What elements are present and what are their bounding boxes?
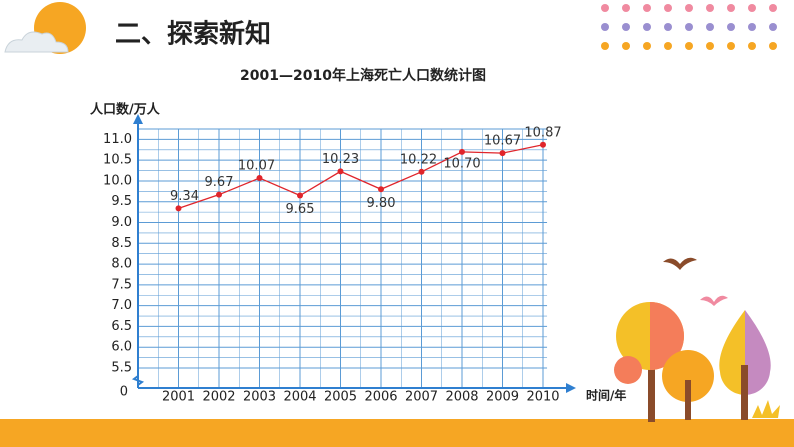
dot <box>706 42 714 50</box>
y-tick-label: 11.0 <box>103 132 132 147</box>
dot <box>748 23 756 31</box>
y-tick-label: 7.5 <box>111 277 132 292</box>
bottom-band <box>0 419 794 447</box>
dot <box>769 42 777 50</box>
dot <box>643 4 651 12</box>
data-point <box>499 150 506 157</box>
x-tick-label: 2010 <box>526 390 559 405</box>
y-tick-label: 9.0 <box>111 215 132 230</box>
section-heading: 二、探索新知 <box>115 19 271 50</box>
dot <box>643 42 651 50</box>
axis-break <box>131 375 145 386</box>
y-axis-arrow <box>133 114 143 124</box>
y-tick-label: 10.5 <box>103 153 132 168</box>
dot <box>727 23 735 31</box>
data-label: 10.22 <box>400 152 437 167</box>
dot <box>748 4 756 12</box>
x-axis-arrow <box>566 383 576 393</box>
y-tick-label: 6.5 <box>111 319 132 334</box>
data-label: 9.65 <box>286 202 315 217</box>
dot <box>601 23 609 31</box>
dot <box>685 42 693 50</box>
data-label: 10.70 <box>443 156 480 171</box>
dot <box>622 42 630 50</box>
dot <box>664 4 672 12</box>
x-tick-label: 2007 <box>405 390 438 405</box>
dot <box>769 23 777 31</box>
x-tick-label: 2001 <box>162 390 195 405</box>
data-label: 10.07 <box>238 159 275 174</box>
data-label: 9.80 <box>367 196 396 211</box>
x-tick-label: 2002 <box>202 390 235 405</box>
data-point <box>459 148 465 155</box>
data-point <box>256 175 263 182</box>
data-point <box>216 191 222 198</box>
x-tick-label: 2004 <box>283 390 316 405</box>
y-axis-break-label: 0 <box>120 385 128 400</box>
data-point <box>175 205 182 212</box>
data-label: 10.67 <box>484 134 521 149</box>
dot-decoration <box>601 4 777 50</box>
y-tick-label: 6.0 <box>111 340 132 355</box>
y-axis-label: 人口数/万人 <box>90 102 161 118</box>
data-label: 9.34 <box>170 189 199 204</box>
x-tick-label: 2009 <box>486 390 519 405</box>
x-tick-label: 2005 <box>324 390 357 405</box>
data-label: 9.67 <box>205 175 234 190</box>
dot <box>622 4 630 12</box>
y-tick-label: 8.5 <box>111 236 132 251</box>
dot <box>727 4 735 12</box>
dot <box>664 42 672 50</box>
dot <box>706 4 714 12</box>
data-point <box>337 168 344 175</box>
y-tick-label: 5.5 <box>111 361 132 376</box>
data-line <box>178 144 544 210</box>
dot <box>685 23 693 31</box>
dot <box>643 23 651 31</box>
tree-decoration <box>614 257 780 422</box>
data-label: 10.87 <box>524 125 561 140</box>
y-tick-label: 7.0 <box>111 298 132 313</box>
dot <box>622 23 630 31</box>
dot <box>664 23 672 31</box>
x-axis-label: 时间/年 <box>586 388 626 403</box>
data-label: 10.23 <box>322 152 359 167</box>
y-tick-label: 9.5 <box>111 194 132 209</box>
chart: 2001—2010年上海死亡人口数统计图 人口数/万人 时间/年 0 5.5 6.… <box>90 67 626 405</box>
x-tick-label: 2008 <box>445 390 478 405</box>
dot <box>727 42 735 50</box>
dot <box>706 23 714 31</box>
chart-title: 2001—2010年上海死亡人口数统计图 <box>240 67 486 84</box>
y-tick-label: 8.0 <box>111 257 132 272</box>
data-point <box>378 186 384 193</box>
x-tick-label: 2006 <box>364 390 397 405</box>
data-point <box>297 192 303 199</box>
x-tick-label: 2003 <box>243 390 276 405</box>
dot <box>601 4 609 12</box>
dot <box>748 42 756 50</box>
data-point <box>540 141 546 148</box>
dot <box>769 4 777 12</box>
dot <box>685 4 693 12</box>
data-point <box>418 168 425 175</box>
dot <box>601 42 609 50</box>
sun-cloud-decoration <box>4 2 86 54</box>
y-tick-label: 10.0 <box>103 173 132 188</box>
